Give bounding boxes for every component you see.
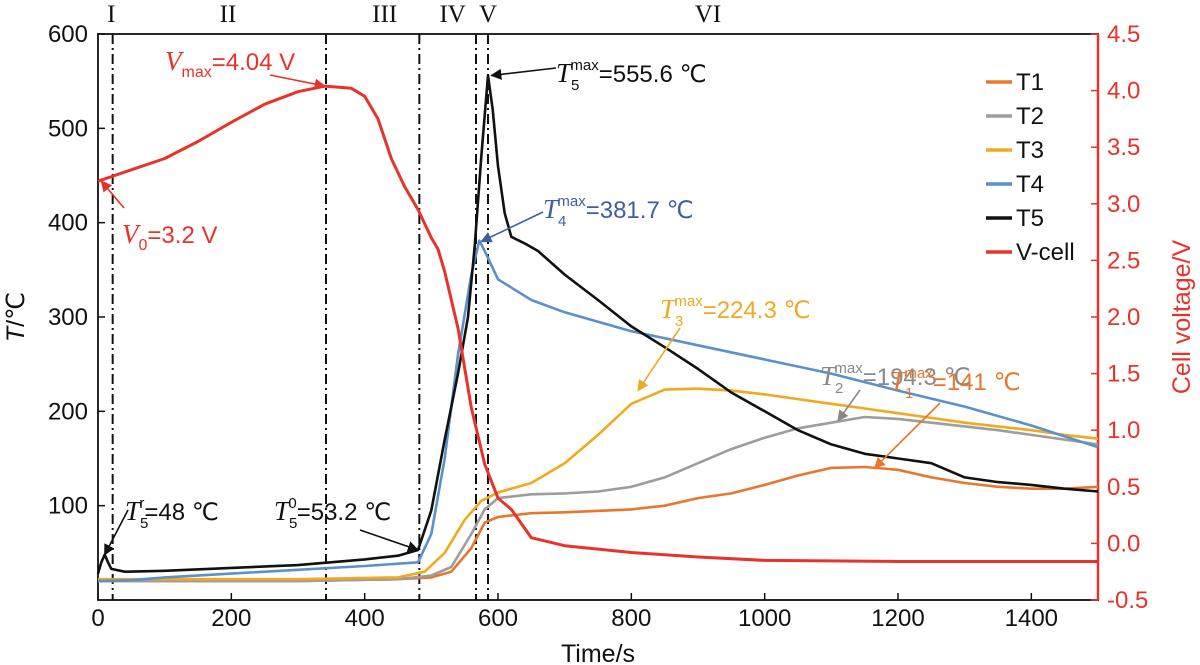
series-line-t1: [98, 465, 1099, 583]
y-left-tick-label-200: 200: [48, 398, 88, 425]
legend-label-t3: T3: [1016, 137, 1044, 164]
legend-label-t1: T1: [1016, 69, 1044, 96]
series-line-t5: [96, 74, 1099, 574]
x-tick-label-600: 600: [478, 605, 518, 632]
x-tick-label-200: 200: [211, 605, 251, 632]
y-right-tick-label-7: 3.0: [1107, 191, 1140, 218]
stage-label-III: III: [372, 1, 397, 28]
annotation-arrow-t1max: [873, 402, 941, 469]
legend-label-t4: T4: [1016, 171, 1044, 198]
x-axis-label: Time/s: [561, 640, 635, 665]
y-right-tick-label-9: 4.0: [1107, 78, 1140, 105]
x-tick-label-1000: 1000: [738, 605, 791, 632]
annotation-arrow-t4max: [480, 211, 544, 243]
stage-label-IV: IV: [439, 1, 465, 28]
y-left-tick-label-300: 300: [48, 304, 88, 331]
series-line-t4: [97, 239, 1099, 583]
annotation-arrow-t5r: [103, 509, 129, 556]
annotation-arrow-t3max: [637, 327, 681, 392]
annotation-t3max: T3max=224.3 ℃: [660, 293, 810, 330]
annotation-arrow-t5max: [490, 67, 557, 80]
stage-label-V: V: [479, 1, 497, 28]
x-tick-label-400: 400: [345, 605, 385, 632]
y-right-axis-label: Cell voltage/V: [1168, 240, 1196, 395]
annotation-v0: V0=3.2 V: [122, 219, 217, 254]
plot-frame: [97, 33, 1099, 601]
x-tick-label-0: 0: [91, 605, 104, 632]
series-line-t2: [98, 415, 1099, 583]
annotation-t5r: T5r=48 ℃: [125, 495, 219, 532]
y-right-tick-label-0: -0.5: [1107, 587, 1148, 614]
stage-label-II: II: [220, 1, 237, 28]
annotation-t2max: T2max=194.3 ℃: [820, 360, 970, 397]
y-right-tick-label-2: 0.5: [1107, 474, 1140, 501]
y-right-tick-label-8: 3.5: [1107, 134, 1140, 161]
y-right-tick-label-1: 0.0: [1107, 530, 1140, 557]
y-right-tick-label-5: 2.0: [1107, 304, 1140, 331]
annotation-arrow-v0: [100, 180, 125, 209]
legend-label-v-cell: V-cell: [1016, 239, 1075, 266]
y-left-axis-label: T/℃: [2, 292, 30, 342]
stage-label-I: I: [107, 1, 115, 28]
series-line-t3: [98, 387, 1099, 581]
annotation-t50: T50=53.2 ℃: [274, 495, 391, 532]
y-left-tick-label-400: 400: [48, 210, 88, 237]
legend-label-t5: T5: [1016, 205, 1044, 232]
series-line-v-cell: [97, 84, 1098, 563]
annotation-t4max: T4max=381.7 ℃: [543, 193, 693, 230]
y-right-tick-label-4: 1.5: [1107, 361, 1140, 388]
annotation-arrow-t50: [359, 529, 420, 553]
y-right-tick-label-6: 2.5: [1107, 247, 1140, 274]
x-tick-label-800: 800: [611, 605, 651, 632]
y-left-tick-label-500: 500: [48, 115, 88, 142]
legend-label-t2: T2: [1016, 103, 1044, 130]
annotation-t5max: T5max=555.6 ℃: [556, 57, 706, 94]
x-tick-label-1400: 1400: [1005, 605, 1058, 632]
stage-label-VI: VI: [695, 1, 721, 28]
x-tick-label-1200: 1200: [871, 605, 924, 632]
y-left-tick-label-100: 100: [48, 493, 88, 520]
y-right-tick-label-3: 1.0: [1107, 417, 1140, 444]
y-right-tick-label-10: 4.5: [1107, 21, 1140, 48]
annotation-t1max: T1max=141 ℃: [890, 365, 1020, 402]
annotation-arrow-t2max: [837, 389, 861, 422]
annotation-vmax: Vmax=4.04 V: [165, 46, 295, 81]
y-left-tick-label-600: 600: [48, 21, 88, 48]
annotation-arrow-vmax: [269, 74, 326, 90]
